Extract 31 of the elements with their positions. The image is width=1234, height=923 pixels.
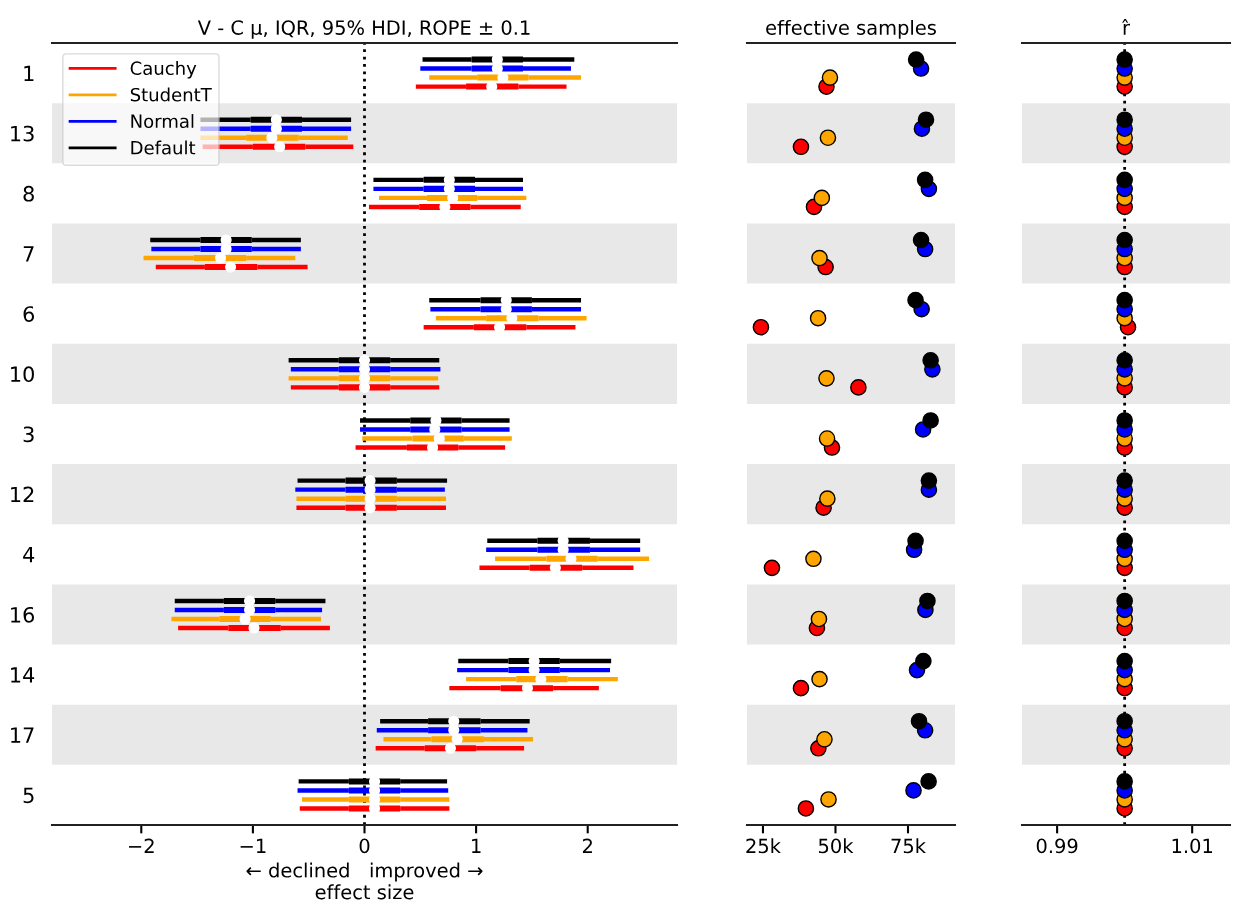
y-tick-label: 13 xyxy=(11,125,34,142)
y-tick-label: 6 xyxy=(23,306,35,322)
y-tick-label: 10 xyxy=(11,366,34,383)
legend-label: Normal xyxy=(131,114,194,129)
x-tick-label: 75k xyxy=(891,838,926,854)
x-tick-label: −1 xyxy=(240,838,266,853)
x-tick-label: 2 xyxy=(582,838,592,853)
x-tick-label: 25k xyxy=(746,838,781,854)
chart-title: effective samples xyxy=(766,19,936,39)
y-tick-label: 12 xyxy=(11,486,34,503)
y-tick-label: 5 xyxy=(23,787,34,804)
y-tick-label: 8 xyxy=(23,185,34,202)
legend-label: Cauchy xyxy=(130,61,197,79)
y-tick-label: 1 xyxy=(24,65,34,81)
legend-label: StudentT xyxy=(130,87,212,102)
chart-title: V - C μ, IQR, 95% HDI, ROPE ± 0.1 xyxy=(197,20,530,39)
x-tick-label: 1.01 xyxy=(1172,838,1213,854)
x-tick-label: −2 xyxy=(129,838,154,853)
y-tick-label: 3 xyxy=(23,426,34,443)
y-tick-label: 7 xyxy=(23,246,34,262)
x-tick-label: 50k xyxy=(818,838,854,854)
x-tick-label: 0 xyxy=(359,838,370,854)
y-tick-label: 16 xyxy=(11,606,35,623)
x-tick-label: 0.99 xyxy=(1036,838,1078,854)
y-tick-label: 17 xyxy=(11,727,34,743)
chart-title: r̂ xyxy=(1122,19,1130,35)
x-tick-label: 1 xyxy=(472,838,481,853)
x-axis-title: ← declined improved → effect size xyxy=(246,862,483,900)
legend-label: Default xyxy=(131,140,196,155)
y-tick-label: 4 xyxy=(23,547,35,563)
y-tick-label: 14 xyxy=(11,667,35,683)
